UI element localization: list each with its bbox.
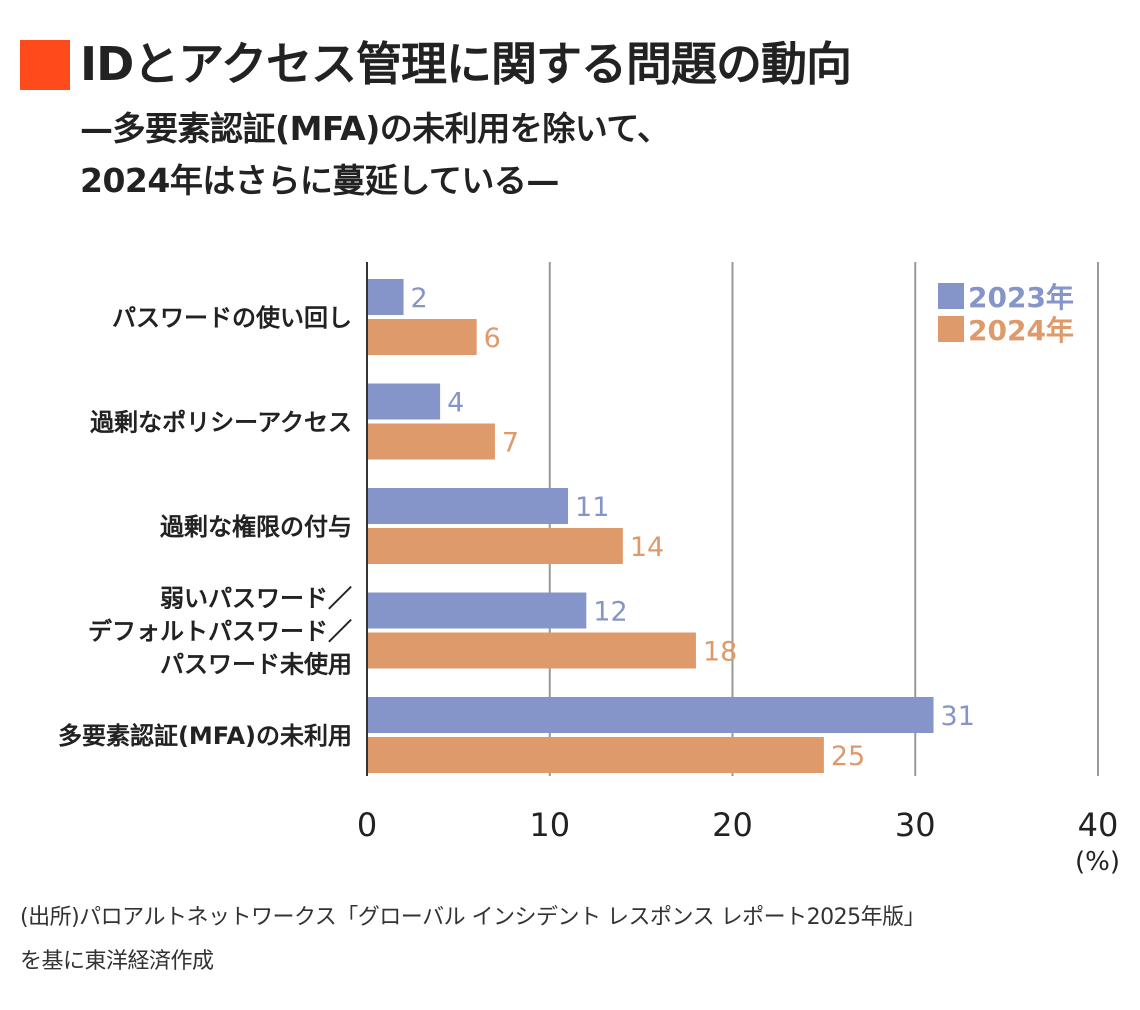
category-label-3-line3: パスワード未使用 [160, 651, 352, 679]
bar-2023-4 [367, 697, 934, 733]
bar-2024-0 [367, 319, 477, 355]
data-label-2024-3: 18 [703, 637, 737, 668]
data-label-2024-0: 6 [484, 323, 501, 354]
legend-label-2024: 2024年 [968, 314, 1074, 347]
x-axis-unit-label: (%) [1075, 847, 1120, 877]
source-note-line1: (出所)パロアルトネットワークス「グローバル インシデント レスポンス レポート… [20, 905, 926, 930]
bar-2024-1 [367, 423, 495, 460]
chart-subtitle-line2: 2024年はさらに蔓延している— [80, 161, 559, 200]
x-tick-label-20: 20 [712, 806, 753, 844]
legend-swatch-2024 [938, 316, 964, 342]
x-tick-label-0: 0 [357, 806, 377, 844]
x-tick-label-30: 30 [895, 806, 936, 844]
category-label-0: パスワードの使い回し [112, 304, 352, 332]
category-label-4: 多要素認証(MFA)の未利用 [58, 722, 352, 750]
data-label-2024-1: 7 [502, 428, 519, 459]
x-tick-label-10: 10 [529, 806, 570, 844]
chart-title: IDとアクセス管理に関する問題の動向 [80, 37, 852, 91]
data-label-2024-4: 25 [831, 741, 865, 772]
data-label-2023-4: 31 [941, 701, 975, 732]
category-label-3-line2: デフォルトパスワード／ [88, 618, 352, 646]
data-label-2023-1: 4 [447, 388, 464, 419]
bar-2023-1 [367, 383, 441, 420]
bar-2024-3 [367, 632, 696, 669]
legend-swatch-2023 [938, 283, 964, 309]
bar-2023-2 [367, 488, 569, 524]
category-label-3-line1: 弱いパスワード／ [160, 585, 352, 613]
bar-2024-4 [367, 737, 824, 773]
source-note-line2: を基に東洋経済作成 [20, 949, 214, 974]
bar-2024-2 [367, 528, 623, 564]
bar-2023-3 [367, 592, 587, 629]
legend-label-2023: 2023年 [968, 281, 1074, 314]
category-label-2: 過剰な権限の付与 [160, 513, 352, 541]
data-label-2024-2: 14 [630, 532, 664, 563]
x-tick-label-40: 40 [1078, 806, 1119, 844]
data-label-2023-3: 12 [593, 597, 627, 628]
category-label-1: 過剰なポリシーアクセス [90, 409, 352, 437]
chart-subtitle-line1: —多要素認証(MFA)の未利用を除いて、 [80, 109, 670, 148]
data-label-2023-2: 11 [575, 492, 609, 523]
title-marker-square [20, 40, 70, 90]
bar-2023-0 [367, 279, 404, 315]
data-label-2023-0: 2 [411, 283, 428, 314]
